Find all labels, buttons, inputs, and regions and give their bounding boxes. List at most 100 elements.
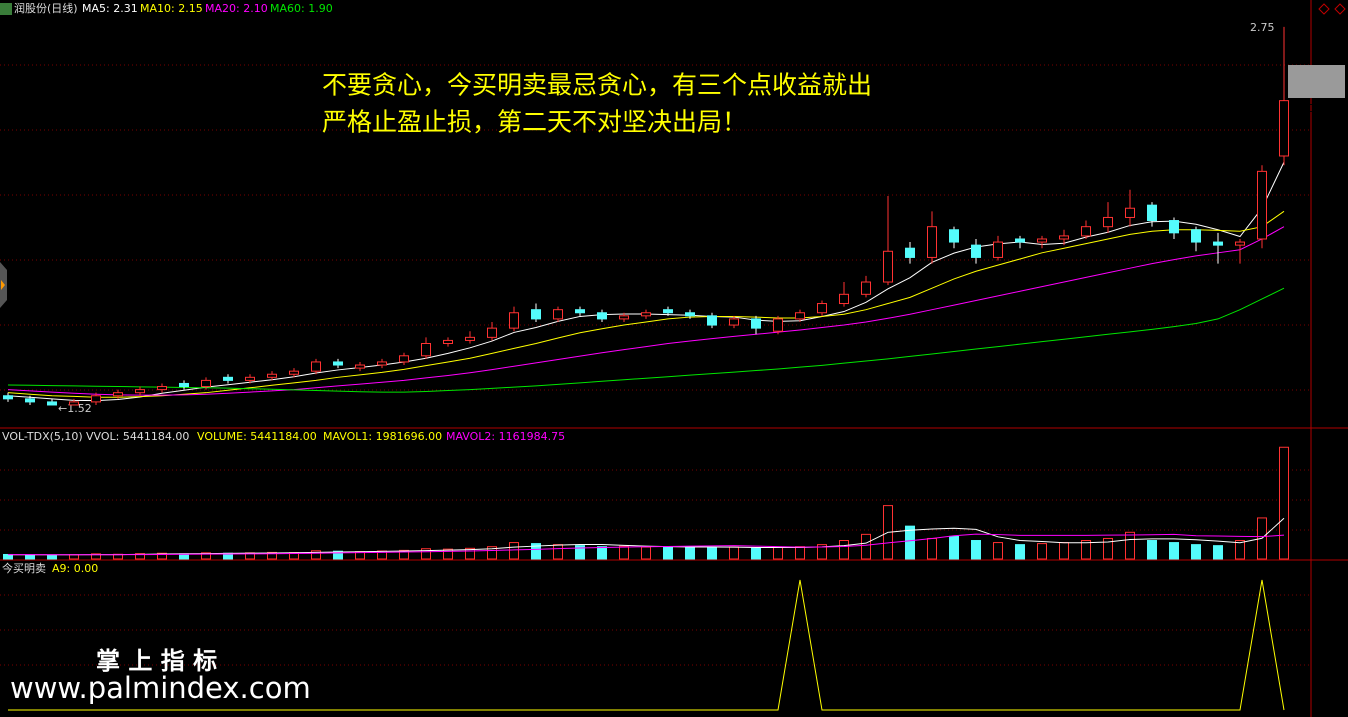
volume-label: VOLUME: 5441184.00: [197, 430, 317, 443]
ma20-label: MA20: 2.10: [205, 2, 268, 15]
volume-bar: [619, 545, 629, 560]
candle-body: [91, 395, 101, 403]
candle-body: [641, 312, 651, 317]
volume-bar: [1125, 531, 1135, 560]
range-label: 2.50 - 2.61: [1290, 102, 1348, 115]
candle-body: [685, 312, 695, 317]
candle-body: [575, 309, 585, 314]
volume-bar: [1169, 542, 1179, 560]
volume-bar: [949, 535, 959, 560]
candle-body: [839, 293, 849, 305]
watermark-title: 掌 上 指 标: [96, 647, 217, 675]
candle-body: [1257, 170, 1267, 240]
volume-bar: [597, 546, 607, 560]
indicator-name: 今买明卖: [2, 561, 46, 575]
candle-body: [597, 312, 607, 320]
candle-body: [1191, 229, 1201, 243]
candle-body: [1059, 235, 1069, 240]
volume-bar: [575, 545, 585, 560]
candle-body: [971, 244, 981, 258]
volume-bar: [927, 537, 937, 560]
volume-bar: [993, 542, 1003, 560]
candle-body: [1125, 207, 1135, 218]
volume-bar: [1081, 540, 1091, 560]
volume-bar: [641, 546, 651, 560]
low-label: ←1.52: [58, 402, 92, 415]
volume-bar: [905, 525, 915, 560]
volume-bar: [267, 551, 277, 560]
volume-bar: [729, 546, 739, 560]
candle-body: [179, 382, 189, 388]
candle-body: [47, 401, 57, 406]
grid: [0, 64, 1311, 666]
volume-bar: [1015, 544, 1025, 560]
ma60-label: MA60: 1.90: [270, 2, 333, 15]
candle-body: [993, 241, 1003, 258]
volume-bar: [1235, 540, 1245, 560]
ma10-label: MA10: 2.15: [140, 2, 203, 15]
candle-body: [1081, 226, 1091, 237]
volume-bar: [47, 554, 57, 560]
candle-body: [113, 392, 123, 397]
volume-bar: [1103, 537, 1113, 560]
volume-bar: [421, 548, 431, 560]
volume-bar: [509, 542, 519, 560]
ma5-label: MA5: 2.31: [82, 2, 138, 15]
candle-body: [201, 379, 211, 388]
candle-body: [25, 398, 35, 403]
candle-body: [1147, 204, 1157, 222]
volume-bar: [1037, 543, 1047, 560]
volume-bar: [1059, 542, 1069, 560]
candle-body: [421, 343, 431, 357]
ma-line: [7, 226, 1285, 396]
candle-body: [531, 309, 541, 320]
volume-bar: [201, 552, 211, 560]
candle-body: [443, 339, 453, 345]
side-arrow: [1, 280, 5, 290]
volume-bar: [487, 546, 497, 560]
candle-body: [377, 361, 387, 366]
ma-line: [7, 210, 1285, 398]
range-box: [1288, 65, 1345, 98]
volume-bar: [531, 543, 541, 560]
high-label: 2.75: [1250, 21, 1275, 34]
candle-body: [3, 395, 13, 400]
candle-body: [927, 226, 937, 258]
volume-bar: [1147, 540, 1157, 560]
candle-body: [223, 376, 233, 381]
a9-label: A9: 0.00: [52, 562, 98, 575]
candle-body: [1015, 238, 1025, 243]
ma-line: [7, 287, 1285, 393]
volume-bar: [553, 544, 563, 560]
vol-name: VOL-TDX(5,10): [2, 430, 83, 443]
volume-bar: [751, 547, 761, 560]
candle-body: [311, 361, 321, 372]
volume-bar: [707, 547, 717, 560]
mavol1-label: MAVOL1: 1981696.00: [323, 430, 442, 443]
candle-body: [267, 373, 277, 378]
candle-body: [817, 303, 827, 314]
volume-bar: [685, 546, 695, 560]
candle-body: [1213, 241, 1223, 246]
volume-bar: [663, 547, 673, 560]
volume-bar: [795, 546, 805, 560]
annotation-line: 不要贪心，今买明卖最忌贪心，有三个点收益就出: [322, 71, 872, 100]
watermark-url: www.palmindex.com: [10, 671, 311, 705]
corner-icons[interactable]: [1318, 3, 1346, 15]
volume-bar: [25, 554, 35, 560]
volume-bar: [861, 533, 871, 560]
volume-bar: [465, 547, 475, 560]
candle-body: [465, 336, 475, 341]
vvol-label: VVOL: 5441184.00: [86, 430, 189, 443]
stock-name: 润股份(日线): [14, 1, 78, 15]
candle-body: [949, 229, 959, 243]
candle-body: [1037, 238, 1047, 243]
candle-body: [729, 318, 739, 326]
volume-bar: [1191, 544, 1201, 560]
volume-bar: [1213, 545, 1223, 560]
volume-bar: [311, 550, 321, 560]
volume-bar: [399, 549, 409, 560]
